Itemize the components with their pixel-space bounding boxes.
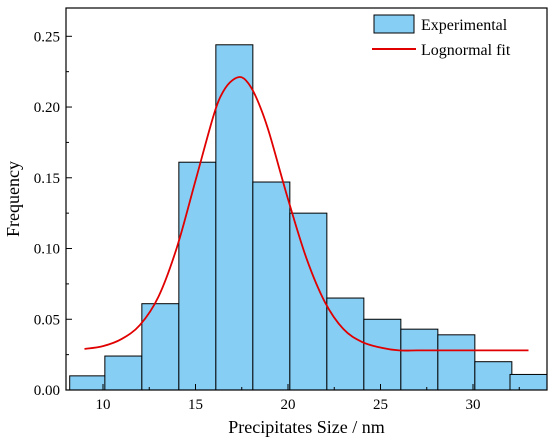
bar-9: [400, 328, 439, 391]
y-axis-label: Frequency: [3, 161, 23, 237]
x-tick-label-15: 15: [188, 397, 203, 413]
legend-swatch-experimental: [373, 14, 415, 34]
legend-label-experimental: Experimental: [421, 17, 508, 34]
bar-6: [289, 212, 328, 391]
y-tick-label-0: 0.00: [34, 383, 60, 399]
bar-7: [326, 297, 365, 391]
plot-frame: [65, 7, 548, 391]
legend-label-lognormal-fit: Lognormal fit: [421, 42, 511, 59]
bar-11: [474, 361, 513, 391]
x-tick-label-20: 20: [281, 397, 296, 413]
y-tick-label-3: 0.15: [34, 171, 60, 187]
y-tick-label-1: 0.05: [34, 312, 60, 328]
x-axis-label: Precipitates Size / nm: [228, 417, 384, 437]
bar-5: [252, 181, 291, 391]
bar-3: [178, 161, 217, 391]
x-tick-label-25: 25: [373, 397, 388, 413]
y-tick-label-5: 0.25: [34, 29, 60, 45]
bar-4: [215, 44, 254, 391]
bar-12: [509, 373, 548, 391]
bar-10: [437, 334, 476, 391]
x-tick-label-30: 30: [466, 397, 481, 413]
y-tick-label-4: 0.20: [34, 100, 60, 116]
lognormal-fit-line: [84, 76, 529, 352]
y-tick-label-2: 0.10: [34, 242, 60, 258]
bar-8: [363, 318, 402, 391]
bar-2: [141, 303, 180, 391]
bars-layer: [69, 44, 548, 391]
legend: Experimental Lognormal fit: [372, 14, 511, 59]
x-tick-label-10: 10: [96, 397, 111, 413]
bar-0: [69, 375, 108, 391]
ticks-layer: 10 15 20 25 30 0.00 0.05 0.10 0.15 0.20 0.25: [34, 29, 520, 413]
bar-1: [104, 355, 143, 391]
fit-layer: [84, 76, 529, 352]
